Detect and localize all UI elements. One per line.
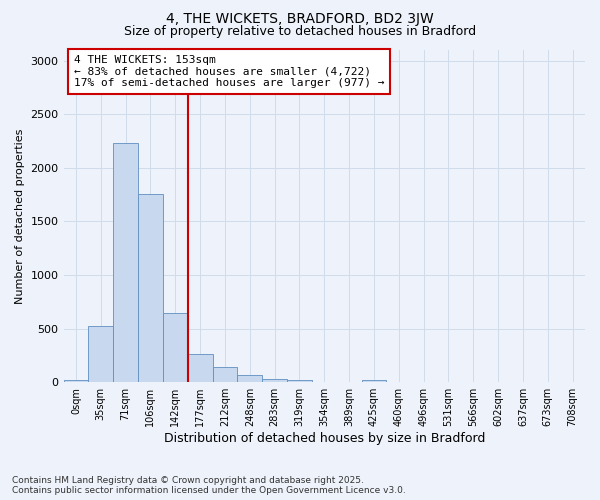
Bar (64, 380, 88, 382)
Bar (163, 312, 188, 382)
Text: Size of property relative to detached houses in Bradford: Size of property relative to detached ho… (124, 25, 476, 38)
Text: 4 THE WICKETS: 153sqm
← 83% of detached houses are smaller (4,722)
17% of semi-d: 4 THE WICKETS: 153sqm ← 83% of detached … (74, 55, 385, 88)
Bar (212, 367, 238, 382)
Bar (138, 194, 163, 382)
Bar (113, 143, 138, 382)
X-axis label: Distribution of detached houses by size in Bradford: Distribution of detached houses by size … (164, 432, 485, 445)
Bar (88, 326, 113, 382)
Bar (262, 379, 287, 382)
Bar (362, 380, 386, 382)
Y-axis label: Number of detached properties: Number of detached properties (15, 128, 25, 304)
Bar (287, 380, 312, 382)
Text: 4, THE WICKETS, BRADFORD, BD2 3JW: 4, THE WICKETS, BRADFORD, BD2 3JW (166, 12, 434, 26)
Bar (238, 374, 262, 382)
Bar (188, 354, 212, 382)
Text: Contains HM Land Registry data © Crown copyright and database right 2025.
Contai: Contains HM Land Registry data © Crown c… (12, 476, 406, 495)
